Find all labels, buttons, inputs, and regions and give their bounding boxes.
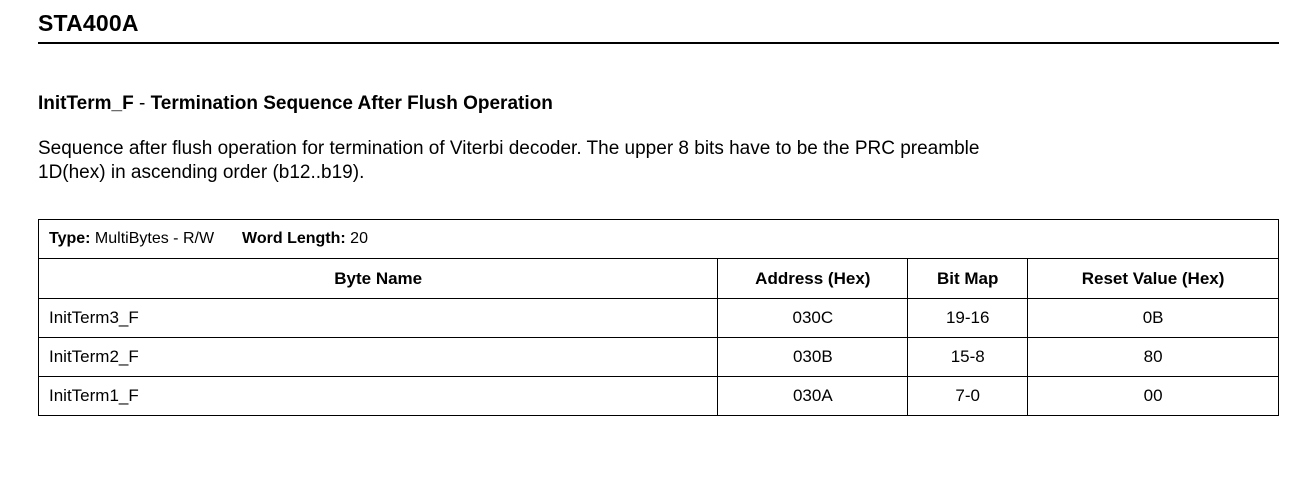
column-header-byte-name: Byte Name [37, 258, 719, 299]
bit-map-cell: 15-8 [907, 337, 1029, 377]
word-length-label: Word Length: [242, 230, 346, 247]
type-value: MultiBytes - R/W [90, 230, 215, 247]
type-label: Type: [49, 230, 91, 247]
reset-value-cell: 00 [1027, 376, 1279, 416]
address-cell: 030A [717, 376, 909, 416]
bit-map-cell: 7-0 [907, 376, 1029, 416]
body-line-2: 1D(hex) in ascending order (b12..b19). [38, 162, 365, 183]
document-header: STA400A [38, 8, 1279, 44]
column-header-reset-value: Reset Value (Hex) [1027, 258, 1279, 299]
byte-name-cell: InitTerm3_F [37, 298, 719, 338]
heading-separator: - [133, 93, 151, 114]
column-header-address: Address (Hex) [717, 258, 909, 299]
table-header-row: Byte Name Address (Hex) Bit Map Reset Va… [37, 258, 1279, 299]
address-cell: 030C [717, 298, 909, 338]
reset-value-cell: 0B [1027, 298, 1279, 338]
byte-name-cell: InitTerm1_F [37, 376, 719, 416]
byte-name-cell: InitTerm2_F [37, 337, 719, 377]
table-row: InitTerm3_F 030C 19-16 0B [37, 298, 1279, 338]
column-header-bit-map: Bit Map [907, 258, 1029, 299]
document-title: STA400A [38, 10, 139, 36]
bit-map-cell: 19-16 [907, 298, 1029, 338]
type-info-cell: Type: MultiBytes - R/W Word Length: 20 [38, 219, 1279, 259]
body-line-1: Sequence after flush operation for termi… [38, 138, 980, 159]
register-table: Type: MultiBytes - R/W Word Length: 20 By… [37, 219, 1279, 416]
table-row: InitTerm2_F 030B 15-8 80 [37, 337, 1279, 377]
table-type-row: Type: MultiBytes - R/W Word Length: 20 [38, 219, 1279, 259]
register-description: Termination Sequence After Flush Operati… [150, 93, 553, 114]
word-length-value: 20 [345, 230, 368, 247]
table-row: InitTerm1_F 030A 7-0 00 [37, 376, 1279, 416]
address-cell: 030B [717, 337, 909, 377]
reset-value-cell: 80 [1027, 337, 1279, 377]
section-heading: InitTerm_F - Termination Sequence After … [38, 93, 553, 115]
section-body: Sequence after flush operation for termi… [38, 137, 1288, 185]
register-name: InitTerm_F [38, 93, 134, 114]
